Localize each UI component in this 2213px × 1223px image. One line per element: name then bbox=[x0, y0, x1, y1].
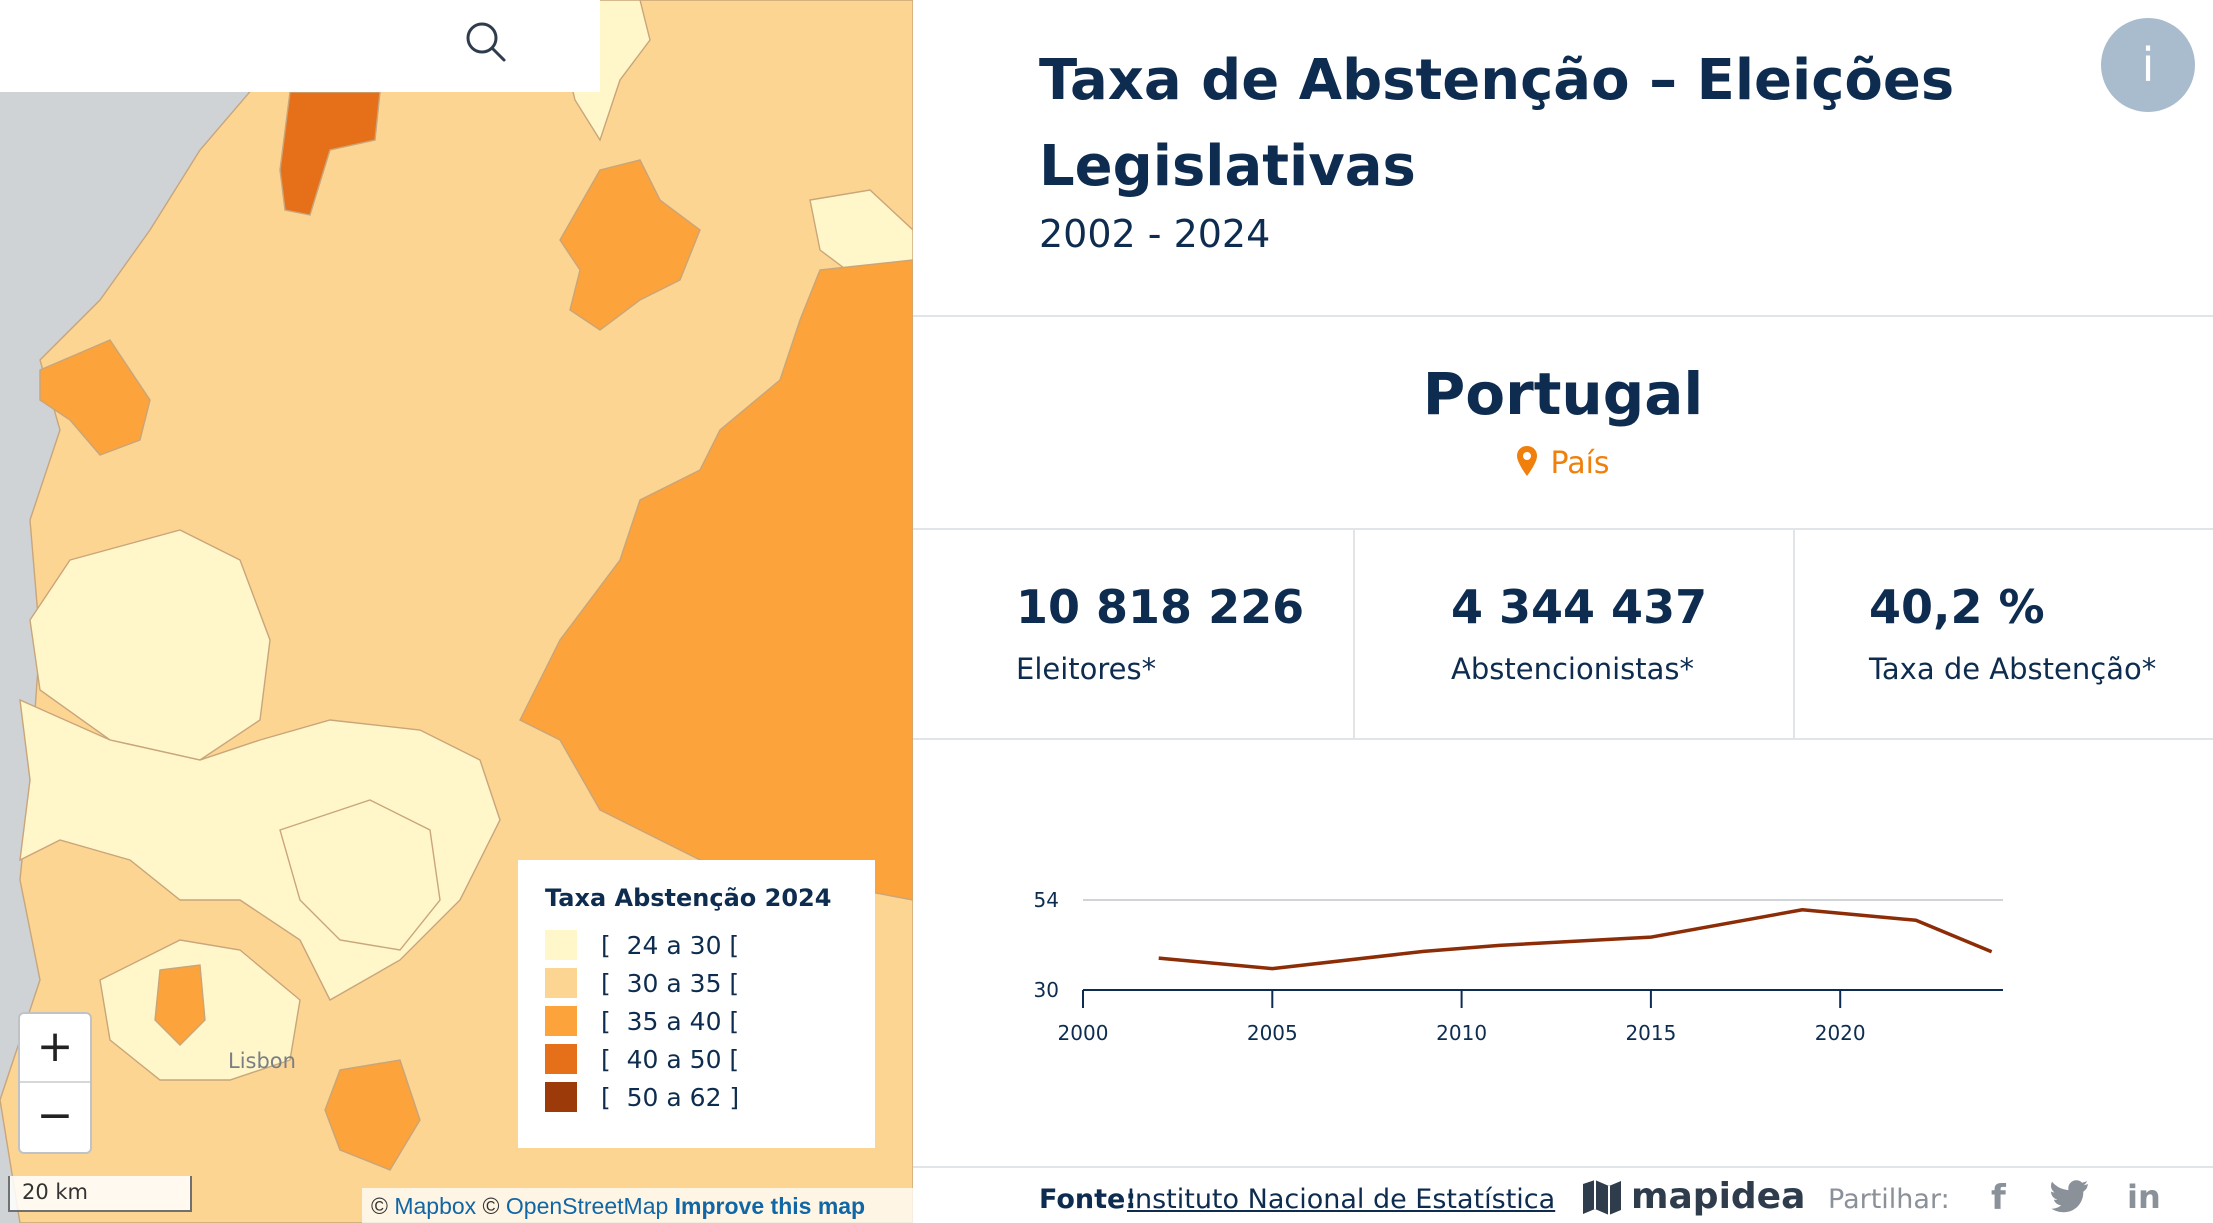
legend-label: [ 50 a 62 ] bbox=[601, 1082, 740, 1112]
openstreetmap-link[interactable]: OpenStreetMap bbox=[505, 1193, 669, 1219]
legend-title: Taxa Abstenção 2024 bbox=[545, 884, 832, 912]
map-region bbox=[279, 799, 441, 951]
stat-value: 10 818 226 bbox=[1016, 580, 1305, 634]
stat-label: Abstencionistas* bbox=[1451, 652, 1694, 686]
stat-abstention-rate: 40,2 % Taxa de Abstenção* bbox=[1795, 530, 2213, 738]
source-link[interactable]: Instituto Nacional de Estatística bbox=[1127, 1184, 1556, 1215]
region-type-label: País bbox=[1550, 446, 1610, 481]
stat-label: Eleitores* bbox=[1016, 652, 1157, 686]
legend-label: [ 40 a 50 [ bbox=[601, 1044, 740, 1074]
map-attribution: © Mapbox © OpenStreetMap Improve this ma… bbox=[362, 1188, 913, 1223]
info-button[interactable]: i bbox=[2101, 18, 2195, 112]
facebook-icon[interactable]: f bbox=[1991, 1178, 2006, 1218]
attribution-copyright-2: © bbox=[476, 1193, 506, 1219]
map-region bbox=[29, 529, 271, 761]
footer: Fonte: Instituto Nacional de Estatística… bbox=[913, 1166, 2213, 1223]
zoom-control: + − bbox=[18, 1012, 92, 1154]
stat-value: 40,2 % bbox=[1869, 580, 2045, 634]
map-region bbox=[559, 159, 701, 331]
chart-series-line bbox=[1158, 908, 1993, 971]
legend-swatch bbox=[545, 1082, 577, 1112]
legend-swatch bbox=[545, 1044, 577, 1074]
mapbox-link[interactable]: Mapbox bbox=[394, 1193, 477, 1219]
legend-item: [ 35 a 40 [ bbox=[545, 1002, 875, 1040]
map-pane[interactable]: Lisbon + − 20 km © Mapbox © OpenStreetMa… bbox=[0, 0, 913, 1223]
legend-item: [ 40 a 50 [ bbox=[545, 1040, 875, 1078]
city-label: Lisbon bbox=[228, 1049, 296, 1073]
map-region bbox=[154, 964, 206, 1046]
linkedin-icon[interactable]: in bbox=[2127, 1178, 2161, 1216]
legend-swatch bbox=[545, 1006, 577, 1036]
zoom-in-button[interactable]: + bbox=[20, 1014, 90, 1083]
chart-y-tick-label: 30 bbox=[1034, 978, 1059, 1002]
legend-label: [ 35 a 40 [ bbox=[601, 1006, 740, 1036]
map-region bbox=[324, 1059, 421, 1171]
stat-voters: 10 818 226 Eleitores* bbox=[913, 530, 1353, 738]
twitter-icon[interactable] bbox=[2051, 1180, 2089, 1214]
chart-x-tick-label: 2005 bbox=[1247, 1021, 1298, 1045]
divider bbox=[913, 528, 2213, 530]
stat-separator bbox=[1353, 530, 1355, 738]
period-subtitle: 2002 - 2024 bbox=[1039, 212, 1271, 256]
map-region bbox=[39, 339, 151, 456]
region-name: Portugal bbox=[1422, 360, 1704, 428]
source-label: Fonte: bbox=[1039, 1184, 1137, 1215]
location-pin-icon bbox=[1517, 446, 1538, 476]
map-legend: Taxa Abstenção 2024 [ 24 a 30 [ [ 30 a 3… bbox=[518, 860, 875, 1148]
legend-item: [ 50 a 62 ] bbox=[545, 1078, 875, 1116]
legend-item: [ 24 a 30 [ bbox=[545, 926, 875, 964]
divider bbox=[913, 315, 2213, 317]
legend-label: [ 30 a 35 [ bbox=[601, 968, 740, 998]
legend-item: [ 30 a 35 [ bbox=[545, 964, 875, 1002]
legend-label: [ 24 a 30 [ bbox=[601, 930, 740, 960]
chart-x-tick-label: 2000 bbox=[1058, 1021, 1109, 1045]
mapidea-logo-icon[interactable] bbox=[1581, 1178, 1623, 1218]
map-region bbox=[279, 91, 381, 216]
chart-x-tick-label: 2015 bbox=[1625, 1021, 1676, 1045]
stat-abstainers: 4 344 437 Abstencionistas* bbox=[1355, 530, 1795, 738]
region-type: País bbox=[913, 445, 2213, 481]
legend-swatch bbox=[545, 968, 577, 998]
info-pane: Taxa de Abstenção – Eleições Legislativa… bbox=[913, 0, 2213, 1223]
share-label: Partilhar: bbox=[1828, 1184, 1950, 1215]
abstention-line-chart[interactable]: 30 54 2000 2005 2010 2015 2020 bbox=[1003, 860, 2063, 1070]
stat-value: 4 344 437 bbox=[1451, 580, 1708, 634]
stat-separator bbox=[1793, 530, 1795, 738]
mapidea-brand[interactable]: mapidea bbox=[1631, 1176, 1806, 1217]
chart-x-tick-label: 2010 bbox=[1436, 1021, 1487, 1045]
legend-swatch bbox=[545, 930, 577, 960]
stat-label: Taxa de Abstenção* bbox=[1869, 652, 2157, 686]
chart-x-tick-label: 2020 bbox=[1815, 1021, 1866, 1045]
search-icon[interactable] bbox=[462, 18, 510, 66]
attribution-copyright: © bbox=[371, 1193, 395, 1219]
zoom-out-button[interactable]: − bbox=[36, 1090, 74, 1141]
scale-bar: 20 km bbox=[8, 1176, 192, 1212]
page-title: Taxa de Abstenção – Eleições Legislativa… bbox=[1039, 48, 1955, 199]
search-box[interactable] bbox=[0, 0, 600, 92]
improve-map-link[interactable]: Improve this map bbox=[668, 1193, 866, 1219]
divider bbox=[913, 738, 2213, 740]
chart-y-tick-label: 54 bbox=[1034, 888, 1059, 912]
